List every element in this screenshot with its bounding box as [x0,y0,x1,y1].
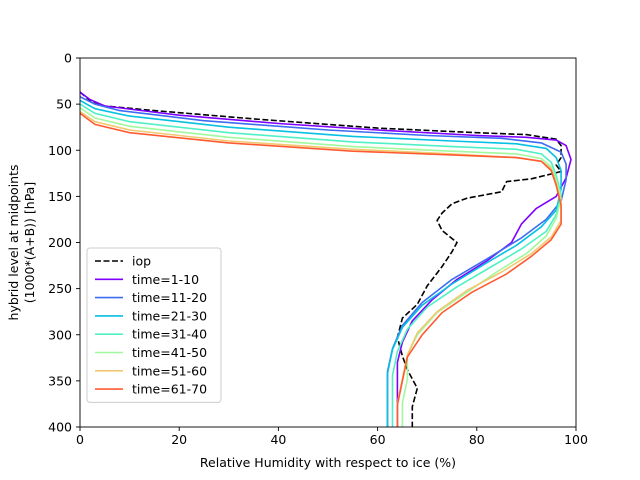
series-line-iop [80,91,562,427]
y-tick-label: 150 [48,189,72,204]
y-tick-label: 400 [48,420,72,435]
axes: 0 20 40 60 80 100 0 50 100 150 200 250 300 350 400 Rela… [6,51,588,471]
legend-entry-label: time=61-70 [132,382,207,397]
y-tick-label: 350 [48,373,72,388]
y-tick-label: 0 [64,51,72,66]
legend-entry-label: time=1-10 [132,272,199,287]
legend-entry-label: time=31-40 [132,327,207,342]
x-tick-label: 0 [76,432,84,447]
y-tick-label: 200 [48,235,72,250]
legend-entry-label: time=21-30 [132,308,207,323]
x-tick-label: 20 [171,432,187,447]
legend: iop time=1-10 time=11-20 time=21-30 time=31-… [86,247,222,403]
series-line-time-21-30 [80,99,562,427]
x-tick-label: 80 [469,432,485,447]
legend-box [86,247,222,403]
series-line-time-61-70 [80,112,562,427]
y-tick-label: 50 [56,97,72,112]
x-axis-label: Relative Humidity with respect to ice (%… [200,455,456,470]
legend-entry-label: time=51-60 [132,363,207,378]
legend-entry-label: iop [132,254,151,269]
legend-entry-label: time=11-20 [132,290,207,305]
x-tick-label: 40 [270,432,286,447]
x-tick-label: 60 [370,432,386,447]
y-tick-label: 250 [48,281,72,296]
series-line-time-31-40 [80,103,562,427]
plot-area [80,91,572,427]
y-axis-label-line2: (1000*(A+B)) [hPa] [22,182,37,303]
legend-entry-label: time=41-50 [132,345,207,360]
x-tick-label: 100 [564,432,588,447]
y-tick-label: 300 [48,327,72,342]
y-tick-label: 100 [48,143,72,158]
y-axis-label-line1: hybrid level at midpoints [6,165,21,321]
